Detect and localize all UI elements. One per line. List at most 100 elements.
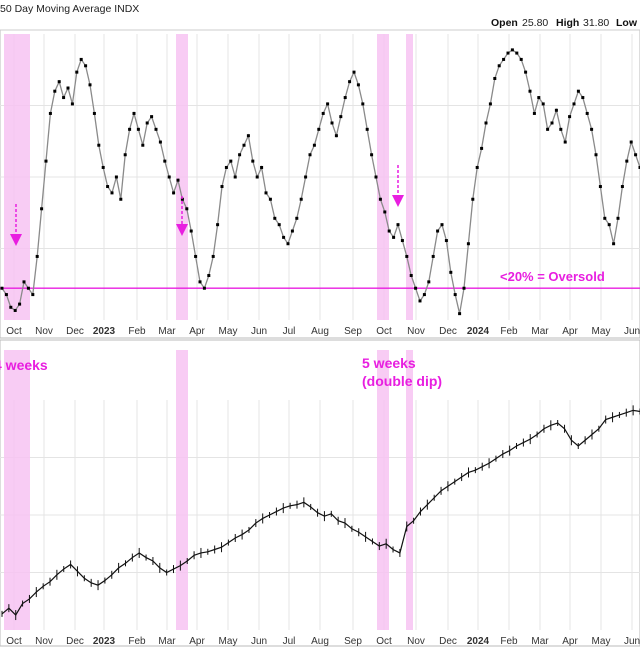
x-tick-label: Feb [128,326,146,337]
upper-data-point [550,121,554,125]
upper-data-point [251,159,255,163]
upper-data-point [475,165,479,169]
x-tick-label: Mar [531,326,549,337]
x-tick-label: 2024 [467,326,490,337]
upper-data-point [330,121,334,125]
upper-data-point [48,111,52,115]
upper-data-point [625,159,629,163]
low-label: Low [616,17,638,29]
x-tick-label: Oct [6,636,22,647]
upper-data-point [255,175,259,179]
upper-data-point [290,229,294,233]
upper-data-point [370,153,374,157]
x-tick-label: Nov [35,636,53,647]
x-tick-label: May [592,326,611,337]
upper-data-point [194,254,198,258]
x-tick-label: Dec [439,326,457,337]
upper-data-point [31,293,35,297]
upper-data-point [79,57,83,61]
upper-data-point [145,121,149,125]
upper-data-point [497,64,501,68]
upper-data-point [286,242,290,246]
upper-data-point [246,134,250,138]
x-tick-label: Feb [128,636,146,647]
upper-data-point [13,308,17,312]
upper-data-point [532,111,536,115]
upper-data-point [409,274,413,278]
upper-series [0,48,640,316]
upper-data-point [198,280,202,284]
x-tick-label: Feb [500,636,518,647]
upper-data-point [158,140,162,144]
x-tick-label: 2023 [93,326,116,337]
upper-data-point [493,76,497,80]
upper-data-point [233,175,237,179]
upper-data-point [264,191,268,195]
x-tick-label: Dec [66,636,84,647]
upper-data-point [462,286,466,290]
upper-data-point [453,293,457,297]
upper-data-point [378,197,382,201]
upper-data-point [576,89,580,93]
x-tick-label: Oct [6,326,22,337]
upper-data-point [334,134,338,138]
x-tick-label: Oct [376,636,392,647]
x-tick-label: Jun [251,636,267,647]
upper-data-point [343,96,347,100]
weeks-label-mid: 5 weeks [362,355,416,371]
upper-data-point [119,197,123,201]
x-tick-label: Apr [189,636,205,647]
arrow-oct-2022 [10,204,22,246]
upper-data-point [211,254,215,258]
arrow-oct-2023 [392,165,404,207]
upper-data-point [189,229,193,233]
arrow-mar-2023 [176,196,188,236]
upper-data-point [356,83,360,87]
upper-data-point [418,299,422,303]
upper-data-point [414,286,418,290]
x-tick-label: 2024 [467,636,490,647]
upper-data-point [180,197,184,201]
x-tick-label: Jun [624,636,640,647]
upper-data-point [524,70,528,74]
upper-data-point [154,127,158,131]
x-tick-label: Oct [376,326,392,337]
upper-data-point [238,153,242,157]
upper-data-point [440,223,444,227]
upper-data-point [590,127,594,131]
upper-data-point [141,143,145,147]
x-tick-label: Apr [562,636,578,647]
weeks-label-left: 4 weeks [0,357,48,373]
x-tick-label: May [219,326,238,337]
upper-data-point [396,223,400,227]
highlight-band-lower [377,350,389,630]
x-tick-label: Mar [158,636,176,647]
x-tick-label: Nov [35,326,53,337]
upper-data-point [515,51,519,55]
upper-data-point [308,153,312,157]
upper-data-point [629,140,633,144]
upper-data-point [185,207,189,211]
x-tick-label: Aug [311,326,329,337]
highlight-band-lower [4,350,30,630]
upper-data-point [348,80,352,84]
x-tick-label: Feb [500,326,518,337]
upper-data-point [598,185,602,189]
upper-data-point [299,197,303,201]
upper-data-point [449,270,453,274]
upper-data-point [559,127,563,131]
x-tick-label: May [592,636,611,647]
upper-data-point [277,223,281,227]
upper-data-point [304,175,308,179]
upper-data-point [594,153,598,157]
upper-data-point [242,143,246,147]
lower-x-axis: Oct Nov Dec 2023 Feb Mar Apr May Jun Jul Aug Sep Oct… [6,636,640,647]
upper-data-point [638,165,640,169]
upper-data-point [22,280,26,284]
x-tick-label: May [219,636,238,647]
upper-data-point [163,159,167,163]
upper-data-point [273,216,277,220]
upper-data-point [480,146,484,150]
upper-data-point [172,191,176,195]
